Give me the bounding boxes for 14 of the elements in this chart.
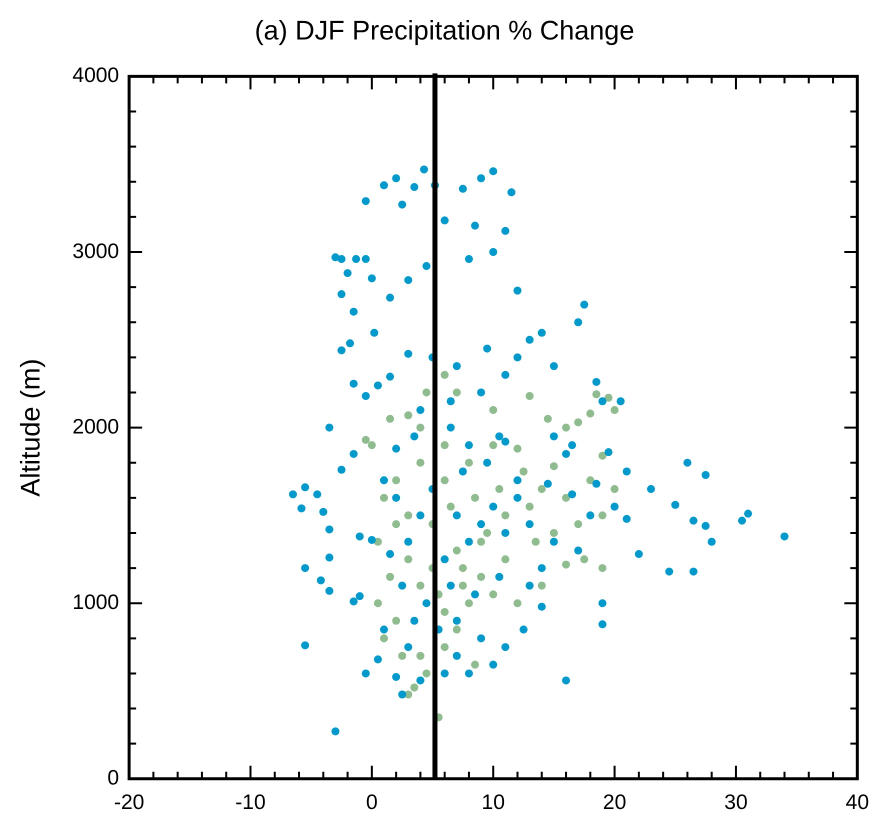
y-tick-label: 3000	[72, 240, 120, 263]
x-tick-label: 10	[482, 791, 505, 814]
y-tick-label: 1000	[72, 590, 120, 614]
y-tick-label: 0	[107, 766, 120, 790]
y-tick-label: 4000	[72, 64, 120, 88]
x-tick-label: -10	[235, 791, 266, 814]
y-axis-title: Altitude (m)	[16, 358, 46, 497]
x-tick-label: 40	[846, 791, 869, 814]
y-tick-label: 2000	[72, 415, 120, 438]
x-tick-label: -20	[114, 791, 144, 814]
x-tick-label: 20	[602, 791, 626, 814]
x-tick-label: 30	[724, 791, 748, 814]
chart-title: (a) DJF Precipitation % Change	[254, 16, 634, 46]
x-tick-label: 0	[366, 791, 378, 814]
